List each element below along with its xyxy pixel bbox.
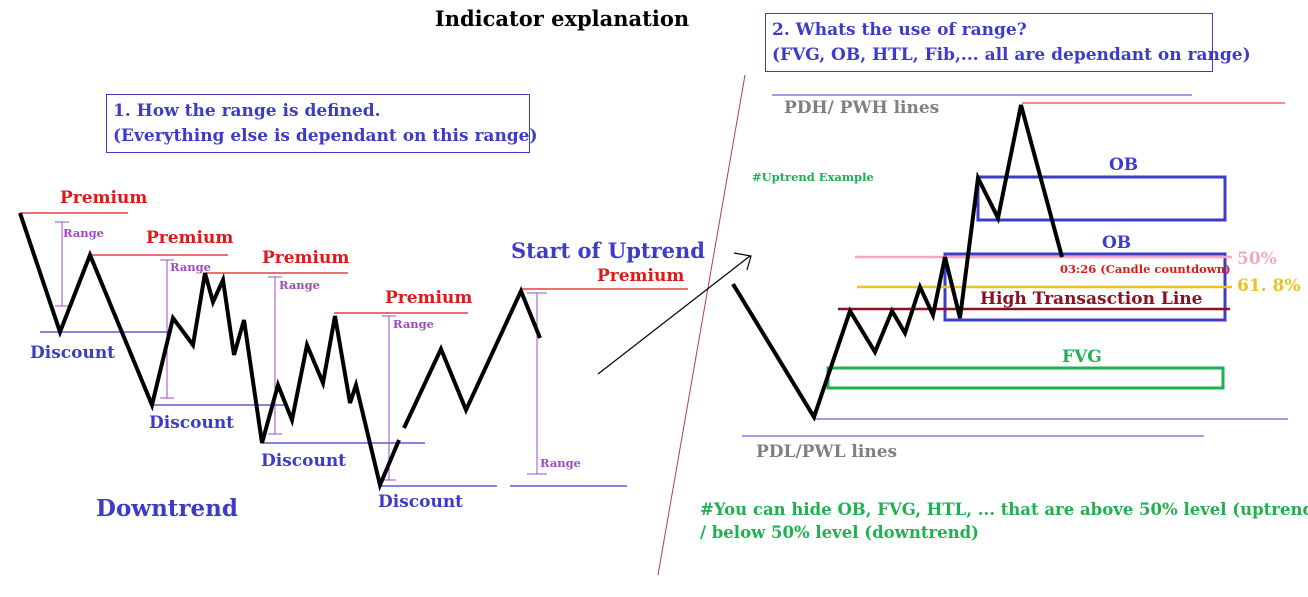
pdl-label: PDL/PWL lines xyxy=(756,442,897,462)
box2-line1: 2. Whats the use of range? xyxy=(772,20,1027,40)
uptrend-price-line xyxy=(731,104,1064,422)
range-definition-box: 1. How the range is defined. (Everything… xyxy=(106,94,538,154)
range-label: Range xyxy=(540,456,581,470)
page-title: Indicator explanation xyxy=(435,6,689,31)
uptrend-example-label: #Uptrend Example xyxy=(752,170,874,184)
discount-label: Discount xyxy=(30,343,115,363)
downtrend-label: Downtrend xyxy=(96,495,238,522)
premium-lines xyxy=(20,212,688,314)
discount-label: Discount xyxy=(261,451,346,471)
range-label: Range xyxy=(279,278,320,292)
fvg-label: FVG xyxy=(1062,347,1102,367)
fvg-box xyxy=(826,366,1225,390)
discount-label: Discount xyxy=(378,492,463,512)
ob-box-upper xyxy=(976,175,1227,222)
start-uptrend-label: Start of Uptrend xyxy=(511,238,705,263)
note-line-2: / below 50% level (downtrend) xyxy=(700,523,979,542)
discount-label: Discount xyxy=(149,413,234,433)
fib-50-label: 50% xyxy=(1237,249,1277,269)
range-label: Range xyxy=(393,317,434,331)
range-brackets xyxy=(55,221,547,481)
range-label: Range xyxy=(63,226,104,240)
premium-label: Premium xyxy=(597,266,684,286)
divider-line xyxy=(657,74,746,576)
premium-label: Premium xyxy=(262,248,349,268)
pdh-label: PDH/ PWH lines xyxy=(784,98,939,118)
ob-label-upper: OB xyxy=(1109,155,1138,175)
note-line-1: #You can hide OB, FVG, HTL, ... that are… xyxy=(700,500,1308,519)
ob-label-lower: OB xyxy=(1102,233,1131,253)
fib-618-label: 61. 8% xyxy=(1237,276,1300,296)
range-use-box: 2. Whats the use of range? (FVG, OB, HTL… xyxy=(765,13,1251,73)
arrow-line xyxy=(597,255,751,375)
downtrend-price-line xyxy=(18,212,401,492)
box1-line1: 1. How the range is defined. xyxy=(113,101,381,121)
premium-label: Premium xyxy=(60,188,147,208)
htl-label: High Transasction Line xyxy=(980,289,1203,309)
box1-line2: (Everything else is dependant on this ra… xyxy=(113,125,538,146)
box2-line2: (FVG, OB, HTL, Fib,... all are dependant… xyxy=(772,44,1251,65)
premium-label: Premium xyxy=(146,228,233,248)
candle-countdown: 03:26 (Candle countdown) xyxy=(1060,262,1231,276)
uptrend-start-price-line xyxy=(402,285,542,429)
range-label: Range xyxy=(170,260,211,274)
arrow-head xyxy=(733,252,752,271)
premium-label: Premium xyxy=(385,288,472,308)
